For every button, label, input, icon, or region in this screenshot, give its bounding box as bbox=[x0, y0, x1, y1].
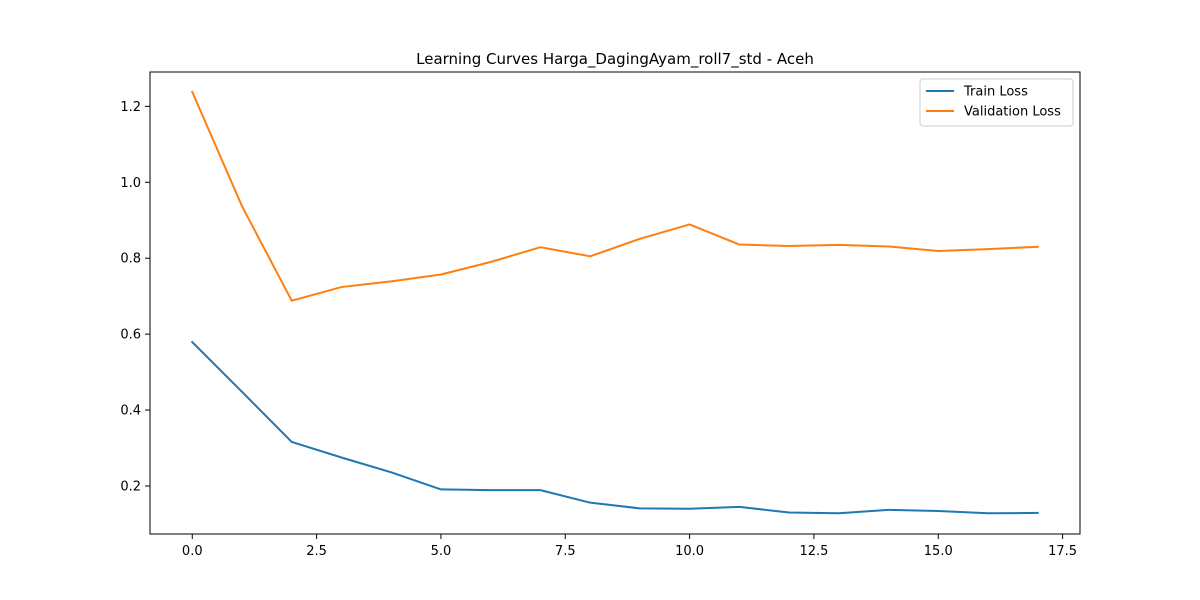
legend-label: Validation Loss bbox=[964, 105, 1061, 120]
y-tick-label: 1.0 bbox=[120, 176, 141, 191]
x-tick-label: 0.0 bbox=[182, 544, 203, 559]
x-tick-label: 5.0 bbox=[431, 544, 452, 559]
legend-label: Train Loss bbox=[963, 85, 1028, 100]
legend: Train Loss Validation Loss bbox=[919, 78, 1074, 127]
x-tick-label: 2.5 bbox=[306, 544, 327, 559]
x-tick-label: 15.0 bbox=[924, 544, 953, 559]
x-tick-label: 17.5 bbox=[1048, 544, 1077, 559]
plot-frame bbox=[149, 71, 1081, 535]
series-line-train-loss bbox=[190, 340, 1039, 515]
y-tick-label: 0.6 bbox=[120, 328, 141, 343]
chart-title: Learning Curves Harga_DagingAyam_roll7_s… bbox=[416, 50, 814, 69]
x-tick-label: 7.5 bbox=[555, 544, 576, 559]
legend-box bbox=[919, 78, 1074, 127]
y-tick-label: 0.8 bbox=[120, 252, 141, 267]
y-tick-label: 1.2 bbox=[120, 100, 141, 115]
x-tick-label: 12.5 bbox=[799, 544, 828, 559]
y-tick-label: 0.4 bbox=[120, 404, 141, 419]
series-line-validation-loss bbox=[190, 90, 1039, 302]
plot-area: 0.0 2.5 5.0 7.5 10.0 12.5 15.0 17.5 0.2 0.4 0.6 0.8… bbox=[120, 71, 1081, 559]
x-tick-label: 10.0 bbox=[675, 544, 704, 559]
y-tick-label: 0.2 bbox=[120, 479, 141, 494]
